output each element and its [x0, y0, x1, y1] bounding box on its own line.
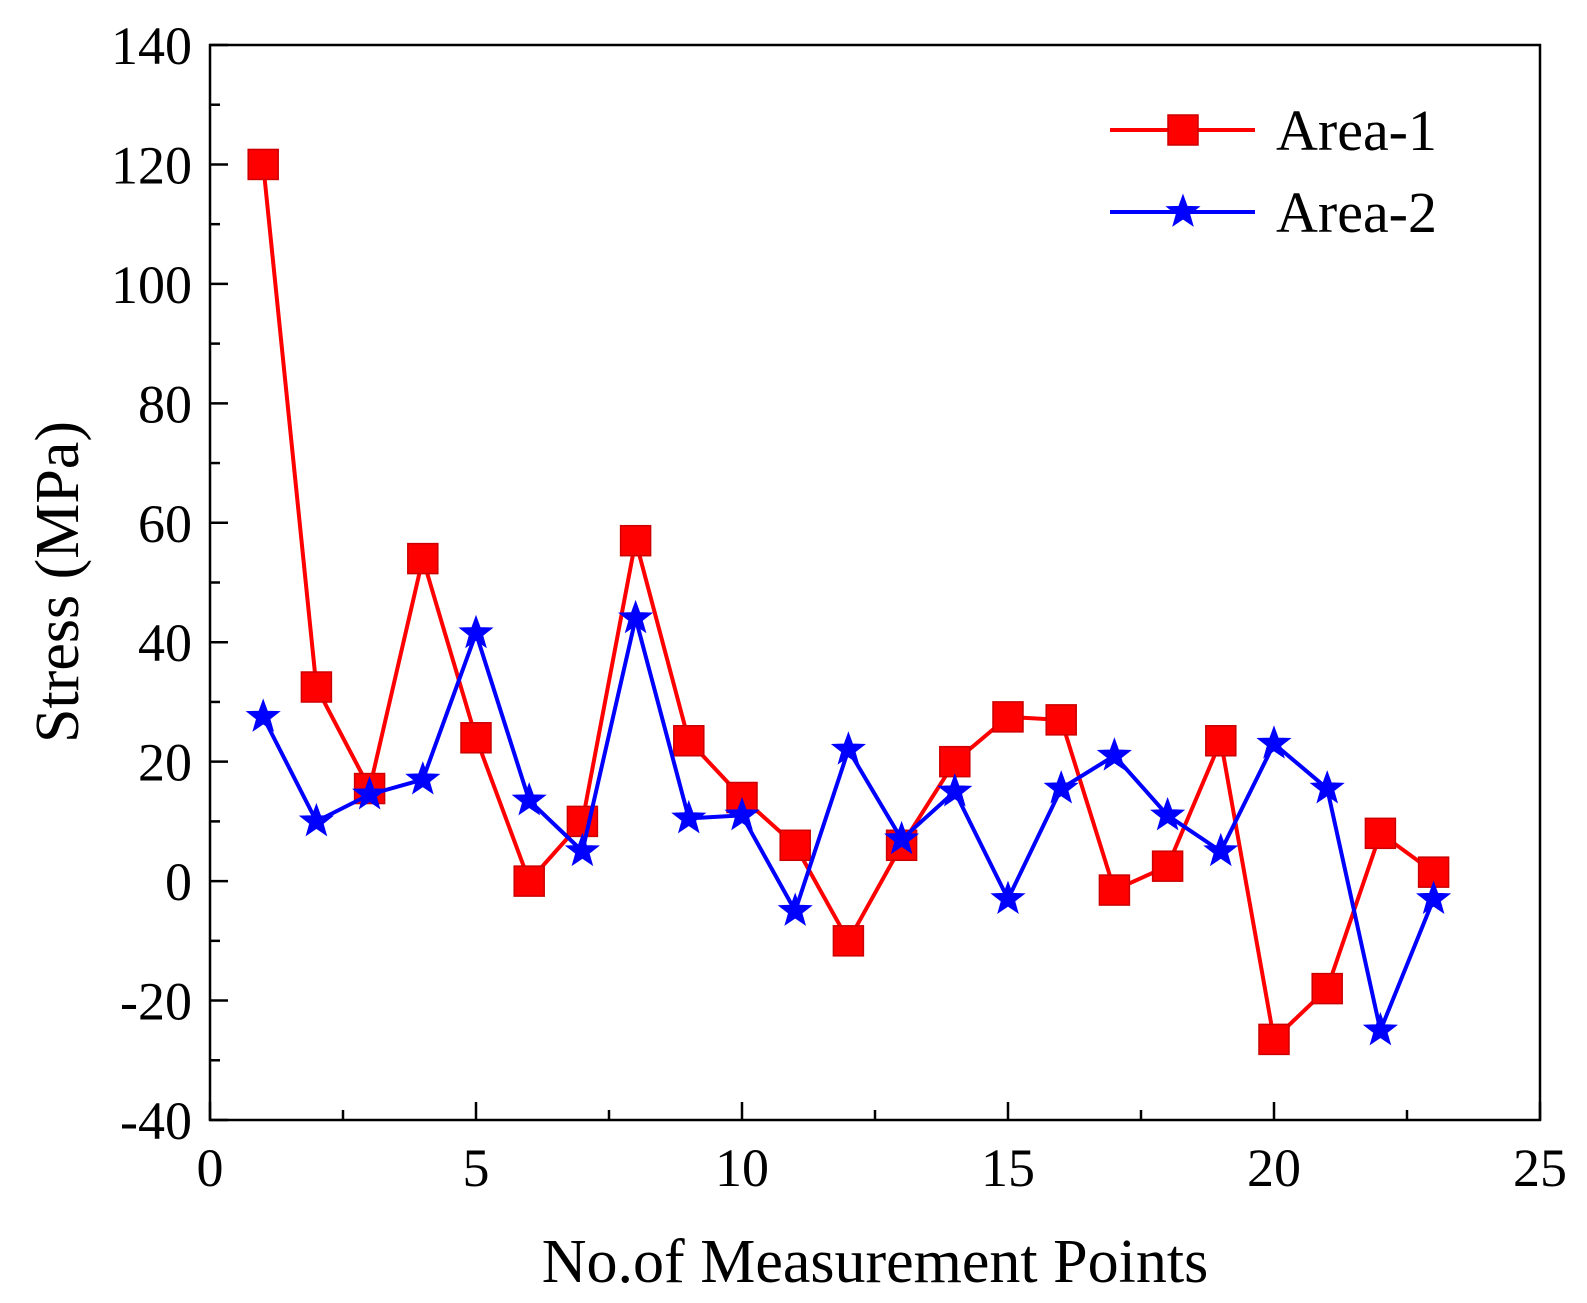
x-tick-label: 15: [981, 1138, 1035, 1198]
data-point-area-2: [724, 796, 760, 831]
series-layer: [245, 148, 1452, 1056]
data-point-area-2: [405, 761, 441, 795]
data-point-area-2: [671, 799, 707, 834]
data-point-area-1: [407, 542, 439, 575]
data-point-area-2: [884, 820, 920, 855]
y-tick-label: 0: [165, 852, 192, 912]
data-point-area-2: [511, 782, 547, 816]
y-tick-label: 20: [138, 733, 192, 793]
data-point-area-1: [779, 829, 811, 862]
x-tick-label: 20: [1247, 1138, 1301, 1198]
data-point-area-1: [1098, 874, 1131, 906]
data-point-area-2: [564, 832, 600, 867]
legend-label-area-1: Area-1: [1276, 98, 1437, 163]
y-tick-label: 140: [111, 16, 192, 76]
y-tick-label: 100: [111, 255, 192, 315]
data-point-area-2: [245, 698, 281, 732]
data-point-area-2: [1043, 770, 1079, 804]
data-point-area-2: [1362, 1011, 1398, 1046]
x-tick-label: 10: [715, 1138, 769, 1198]
legend: Area-1 Area-2: [1110, 98, 1437, 245]
data-point-area-1: [939, 745, 971, 778]
series-area-1: [247, 148, 1450, 1056]
legend-label-area-2: Area-2: [1276, 180, 1437, 245]
data-point-area-2: [830, 731, 866, 765]
y-tick-label: -40: [120, 1091, 192, 1151]
data-point-area-2: [1309, 770, 1345, 804]
data-point-area-1: [1151, 850, 1184, 882]
data-point-area-2: [1203, 832, 1239, 867]
data-point-area-1: [1258, 1023, 1290, 1056]
data-point-area-2: [1150, 796, 1186, 831]
data-point-area-2: [990, 880, 1026, 914]
legend-marker-area-2: [1165, 193, 1201, 227]
data-point-area-2: [298, 802, 334, 837]
data-point-area-1: [1205, 725, 1237, 757]
y-tick-label: 80: [138, 374, 192, 434]
data-point-area-2: [1416, 880, 1452, 914]
data-point-area-1: [673, 725, 705, 757]
data-point-area-1: [832, 925, 865, 957]
data-point-area-2: [937, 773, 973, 807]
x-axis-title: No.of Measurement Points: [542, 1228, 1208, 1296]
data-point-area-2: [1256, 725, 1292, 759]
data-point-area-2: [458, 614, 494, 649]
y-tick-label: 120: [111, 135, 192, 195]
x-tick-label: 25: [1513, 1138, 1567, 1198]
data-point-area-1: [247, 148, 279, 181]
data-point-area-1: [992, 701, 1024, 733]
series-line-area-1: [261, 164, 1435, 1042]
x-tick-label: 5: [463, 1138, 490, 1198]
legend-marker-area-1: [1167, 114, 1199, 146]
y-axis-title: Stress (MPa): [24, 421, 92, 743]
data-point-area-1: [1364, 817, 1397, 850]
data-point-area-1: [619, 524, 652, 557]
data-point-area-1: [460, 722, 492, 754]
series-line-area-2: [261, 616, 1436, 1033]
y-tick-label: 60: [138, 494, 192, 554]
data-point-area-2: [618, 599, 654, 634]
data-point-area-2: [777, 892, 813, 926]
axis-ticks: 0 5 10 15 20 25 -40 -20 0 20 40 60 80 100 120 140: [111, 16, 1567, 1198]
data-point-area-1: [1311, 972, 1343, 1005]
data-point-area-1: [300, 671, 333, 703]
data-point-area-2: [1096, 737, 1132, 771]
y-tick-label: 40: [138, 613, 192, 673]
data-point-area-1: [513, 865, 545, 897]
series-area-2: [245, 599, 1452, 1046]
data-point-area-1: [1045, 704, 1077, 736]
y-tick-label: -20: [120, 972, 192, 1032]
x-tick-label: 0: [197, 1138, 224, 1198]
data-point-area-2: [352, 776, 388, 810]
